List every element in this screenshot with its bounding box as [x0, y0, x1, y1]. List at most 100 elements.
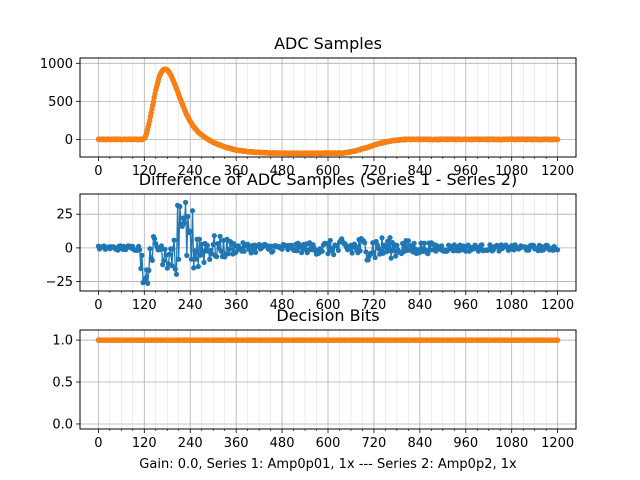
difference-series-point	[412, 246, 418, 252]
difference-series-point	[371, 249, 377, 256]
difference-series-point	[372, 254, 378, 261]
difference-series-point	[270, 248, 276, 254]
bits-y-tick-label: 1.0	[52, 334, 73, 349]
adc-ticks: 0 120 240 360 480 600 720 840 960 1080 1200 0 500 100…	[40, 57, 574, 179]
difference-series-point	[319, 248, 325, 254]
difference-series-point	[167, 251, 173, 257]
diff-x-tick-label: 360	[224, 298, 249, 313]
difference-series-point	[421, 240, 427, 246]
difference-series-point	[142, 275, 148, 281]
diff-x-tick-label: 600	[316, 298, 341, 313]
diff-y-tick-label: 25	[56, 208, 73, 223]
difference-series-point	[204, 242, 210, 249]
difference-series-point	[394, 242, 400, 248]
adc-series-2-point	[150, 98, 157, 104]
adc-x-tick-label: 480	[270, 164, 295, 179]
difference-series-point	[245, 241, 251, 247]
difference-series-point	[211, 233, 217, 239]
adc-series-2-point	[150, 102, 156, 108]
difference-series-point	[349, 250, 355, 256]
difference-series-point	[439, 243, 445, 249]
difference-series-point	[233, 249, 239, 255]
difference-series-point	[171, 237, 177, 243]
diff-x-tick-label: 240	[178, 298, 203, 313]
difference-series-point	[411, 240, 417, 246]
adc-series-2-point	[147, 114, 153, 120]
diff-x-tick-label: 1200	[541, 298, 574, 313]
difference-series-point	[210, 241, 216, 248]
bits-y-tick-label: 0.5	[52, 376, 73, 391]
bits-x-tick-label: 120	[132, 436, 157, 451]
difference-series-point	[162, 246, 168, 252]
difference-series-point	[193, 256, 199, 262]
difference-series-point	[331, 252, 337, 258]
difference-ticks: 0 120 240 360 480 600 720 840 960 1080 1200 −25 0 25	[46, 208, 575, 313]
difference-series-point	[164, 265, 170, 271]
difference-series-point	[191, 265, 197, 271]
difference-series-point	[363, 249, 369, 255]
bits-x-tick-label: 600	[316, 436, 341, 451]
difference-series-point	[152, 236, 158, 242]
adc-x-tick-label: 840	[407, 164, 432, 179]
adc-x-tick-label: 720	[362, 164, 387, 179]
difference-series-point	[218, 248, 224, 254]
diff-y-tick-label: −25	[46, 275, 73, 290]
difference-series-point	[479, 242, 485, 248]
difference-series-point	[388, 255, 394, 261]
difference-series-point	[335, 247, 341, 253]
difference-series-point	[184, 252, 190, 259]
adc-y-tick-label: 0	[65, 133, 73, 148]
bits-x-tick-label: 480	[270, 436, 295, 451]
difference-series-point	[327, 237, 333, 244]
difference-series-point	[160, 262, 166, 268]
decision-bits-panel: 0 120 240 360 480 600 720 840 960 1080 1200 0.0 0.5 1…	[52, 306, 577, 472]
adc-x-tick-label: 360	[224, 164, 249, 179]
difference-series-point	[365, 257, 371, 263]
difference-series-point	[115, 247, 121, 253]
decision-bits-title: Decision Bits	[276, 306, 379, 325]
adc-y-tick-label: 500	[48, 95, 73, 110]
adc-series-2-point	[555, 137, 561, 143]
difference-series-point	[180, 215, 186, 221]
difference-series-point	[334, 243, 340, 249]
difference-series-point	[149, 257, 155, 263]
difference-series-point	[147, 246, 153, 252]
difference-series-point	[138, 265, 144, 272]
difference-series-point	[189, 208, 196, 214]
difference-series-point	[183, 199, 189, 205]
diff-x-tick-label: 1080	[495, 298, 528, 313]
difference-series-point	[253, 249, 259, 255]
adc-x-tick-label: 600	[316, 164, 341, 179]
difference-series-point	[145, 280, 151, 286]
adc-series-2-point	[146, 121, 152, 127]
difference-series-point	[173, 271, 179, 277]
adc-data-marks	[95, 66, 561, 157]
difference-series-point	[325, 251, 331, 257]
difference-series-point	[555, 247, 561, 253]
bits-x-tick-label: 1080	[495, 436, 528, 451]
difference-panel: 0 120 240 360 480 600 720 840 960 1080 1200−25025 …	[46, 170, 577, 313]
bits-x-tick-label: 0	[94, 436, 102, 451]
difference-series-point	[390, 248, 396, 254]
difference-series-point	[382, 244, 388, 250]
adc-x-tick-label: 1080	[495, 164, 528, 179]
difference-series-point	[231, 241, 237, 247]
difference-series-point	[196, 236, 202, 242]
difference-series-point	[170, 246, 176, 252]
difference-series-point	[172, 266, 178, 272]
bits-y-tick-label: 0.0	[52, 417, 73, 432]
difference-series-point	[176, 256, 182, 262]
diff-x-tick-label: 960	[453, 298, 478, 313]
difference-title: Difference of ADC Samples (Series 1 - Se…	[139, 170, 517, 189]
adc-y-tick-label: 1000	[40, 57, 73, 72]
difference-series-point	[226, 246, 232, 252]
difference-series-point	[207, 256, 213, 262]
difference-series-point	[299, 250, 305, 256]
difference-series-point	[217, 233, 223, 239]
difference-series-point	[386, 247, 392, 254]
decision-bits-xlabel: Gain: 0.0, Series 1: Amp0p01, 1x --- Ser…	[139, 457, 517, 472]
difference-series-point	[139, 252, 145, 258]
decision-bits-series-2-point	[555, 337, 561, 343]
difference-series-point	[188, 256, 194, 262]
